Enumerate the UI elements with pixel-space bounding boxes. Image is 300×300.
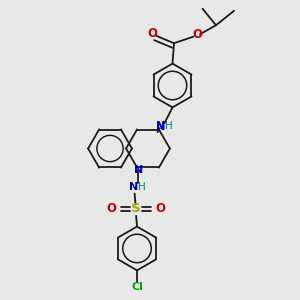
Text: H: H — [138, 182, 146, 192]
Text: N: N — [156, 121, 165, 131]
Text: O: O — [106, 202, 116, 215]
Text: O: O — [147, 27, 158, 40]
Text: N: N — [134, 165, 143, 175]
Text: O: O — [193, 28, 203, 41]
Text: O: O — [156, 202, 166, 215]
Text: S: S — [131, 202, 141, 215]
Text: H: H — [165, 121, 173, 131]
Text: Cl: Cl — [131, 283, 143, 292]
Text: N: N — [129, 182, 139, 192]
Text: N: N — [156, 122, 165, 132]
